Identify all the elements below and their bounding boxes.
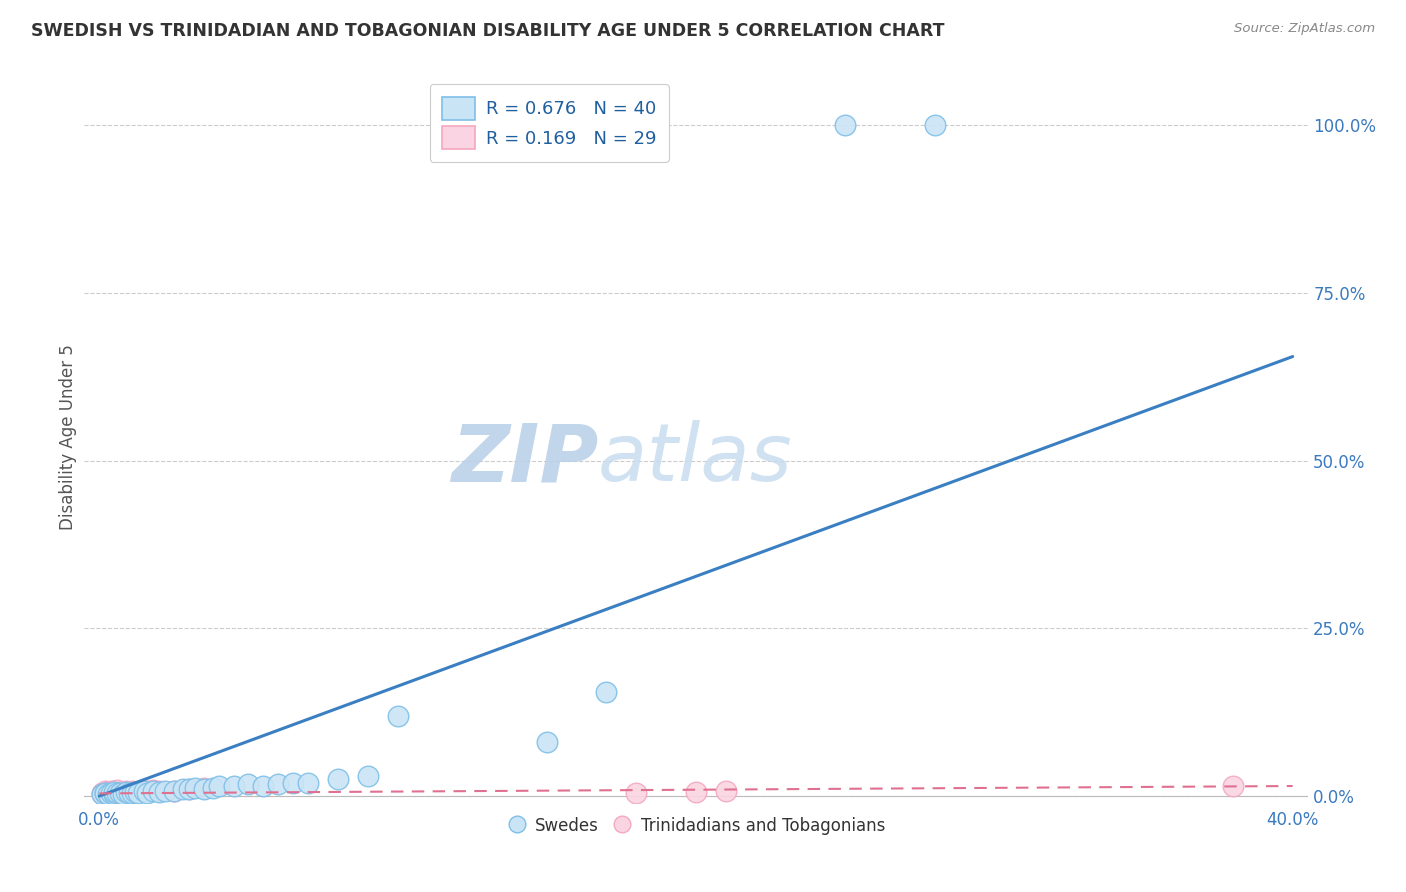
Point: [103, 784, 125, 798]
Point: [103, 787, 125, 801]
Point: [834, 118, 856, 132]
Point: [103, 787, 125, 801]
Point: [207, 779, 229, 793]
Point: [105, 783, 128, 797]
Point: [100, 786, 122, 800]
Point: [97, 787, 120, 801]
Point: [153, 783, 176, 797]
Point: [357, 769, 380, 783]
Point: [536, 735, 558, 749]
Point: [97, 785, 120, 799]
Point: [177, 782, 200, 797]
Point: [222, 779, 245, 793]
Point: [94, 786, 117, 800]
Point: [91, 787, 114, 801]
Point: [100, 783, 122, 797]
Point: [115, 785, 138, 799]
Point: [387, 708, 409, 723]
Point: [105, 786, 128, 800]
Text: Source: ZipAtlas.com: Source: ZipAtlas.com: [1234, 22, 1375, 36]
Point: [132, 784, 155, 798]
Point: [124, 785, 146, 799]
Point: [177, 782, 200, 797]
Point: [1222, 779, 1244, 793]
Point: [112, 787, 135, 801]
Point: [94, 784, 117, 798]
Point: [326, 772, 349, 787]
Point: [94, 786, 117, 800]
Point: [103, 785, 125, 799]
Text: ZIP: ZIP: [451, 420, 598, 498]
Point: [148, 783, 170, 797]
Y-axis label: Disability Age Under 5: Disability Age Under 5: [59, 344, 77, 530]
Point: [118, 786, 141, 800]
Point: [172, 782, 194, 797]
Point: [108, 785, 131, 799]
Point: [267, 777, 290, 791]
Point: [163, 783, 186, 797]
Point: [595, 685, 617, 699]
Point: [238, 777, 260, 791]
Point: [105, 786, 128, 800]
Point: [924, 118, 946, 132]
Point: [142, 783, 165, 797]
Point: [127, 786, 149, 800]
Text: SWEDISH VS TRINIDADIAN AND TOBAGONIAN DISABILITY AGE UNDER 5 CORRELATION CHART: SWEDISH VS TRINIDADIAN AND TOBAGONIAN DI…: [31, 22, 945, 40]
Point: [91, 787, 114, 801]
Point: [100, 786, 122, 800]
Legend: Swedes, Trinidadians and Tobagonians: Swedes, Trinidadians and Tobagonians: [501, 809, 891, 842]
Point: [193, 782, 215, 797]
Point: [121, 786, 143, 800]
Point: [142, 784, 165, 798]
Point: [108, 786, 131, 800]
Point: [121, 784, 143, 798]
Point: [626, 786, 648, 800]
Point: [91, 786, 114, 800]
Point: [193, 780, 215, 795]
Point: [115, 783, 138, 797]
Point: [112, 786, 135, 800]
Point: [94, 786, 117, 800]
Point: [685, 785, 707, 799]
Point: [201, 780, 224, 795]
Point: [136, 784, 159, 798]
Point: [714, 784, 737, 798]
Point: [163, 783, 186, 797]
Point: [252, 779, 274, 793]
Text: atlas: atlas: [598, 420, 793, 498]
Point: [283, 775, 305, 789]
Point: [136, 786, 159, 800]
Point: [124, 785, 146, 799]
Point: [148, 785, 170, 799]
Point: [129, 783, 152, 797]
Point: [97, 787, 120, 801]
Point: [297, 775, 319, 789]
Point: [118, 785, 141, 799]
Point: [184, 780, 207, 795]
